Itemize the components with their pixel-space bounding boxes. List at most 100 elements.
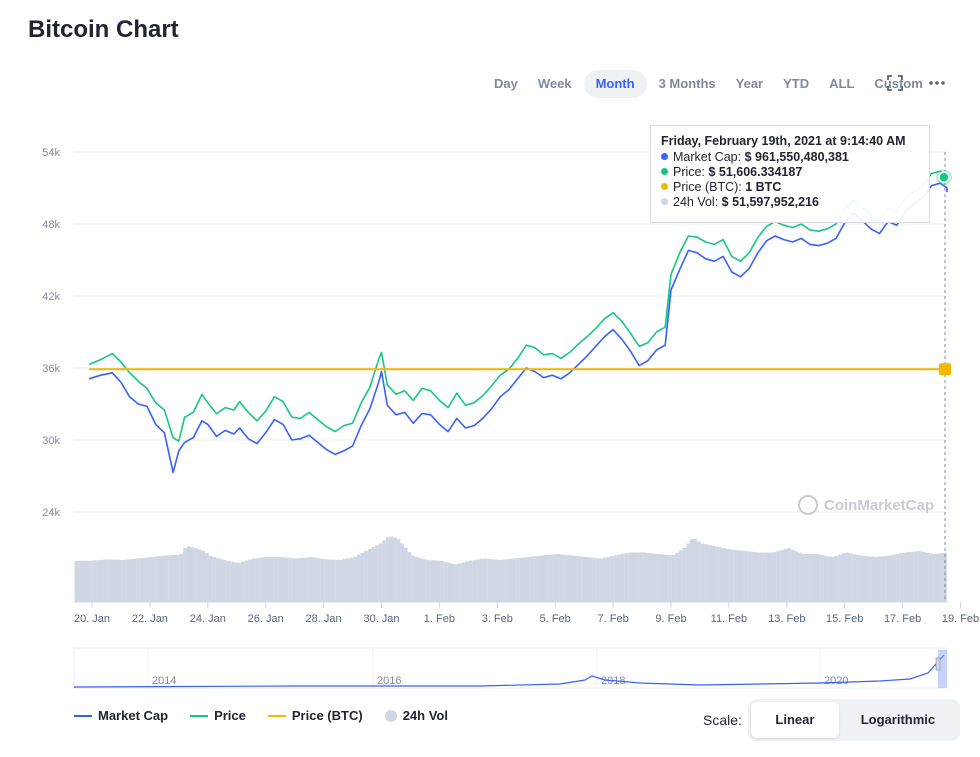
- range-week-button[interactable]: Week: [537, 76, 572, 91]
- volume-bar: [791, 549, 795, 602]
- volume-bar: [740, 550, 745, 602]
- volume-bar: [288, 557, 292, 602]
- range-3-months-button[interactable]: 3 Months: [658, 76, 716, 91]
- series-market-cap-line: [88, 182, 948, 474]
- volume-bar: [255, 558, 260, 602]
- volume-bar: [110, 559, 115, 602]
- volume-bar: [888, 555, 893, 602]
- volume-bar: [537, 555, 542, 602]
- legend-volume[interactable]: 24h Vol: [384, 708, 448, 723]
- range-year-button[interactable]: Year: [735, 76, 764, 91]
- volume-bar: [219, 559, 224, 602]
- volume-bar: [505, 559, 509, 602]
- coinmarketcap-watermark: CoinMarketCap: [798, 495, 934, 515]
- tooltip-value: $ 961,550,480,381: [744, 150, 849, 164]
- volume-bar: [747, 551, 752, 602]
- volume-bar: [682, 548, 687, 602]
- volume-bar: [284, 557, 289, 602]
- x-tick-label: 11. Feb: [711, 613, 748, 625]
- volume-bar: [226, 560, 231, 602]
- volume-bar: [251, 558, 256, 602]
- volume-bar: [773, 552, 777, 602]
- fullscreen-icon[interactable]: [884, 74, 906, 96]
- volume-bar: [222, 560, 227, 602]
- volume-bar: [259, 557, 263, 602]
- volume-bar: [859, 555, 864, 602]
- range-month-button[interactable]: Month: [583, 70, 647, 98]
- chart-legend: Market Cap Price Price (BTC) 24h Vol: [74, 708, 470, 723]
- volume-bar: [371, 547, 376, 602]
- volume-bar: [450, 563, 455, 602]
- volume-bar: [512, 558, 517, 602]
- volume-bars: [74, 536, 947, 602]
- tooltip-label: Price:: [673, 165, 705, 179]
- volume-bar: [657, 554, 661, 602]
- volume-bar: [838, 554, 842, 602]
- volume-bar: [508, 558, 513, 602]
- legend-price[interactable]: Price: [190, 708, 246, 723]
- range-day-button[interactable]: Day: [494, 76, 518, 91]
- volume-bar: [552, 554, 557, 602]
- volume-bar: [367, 549, 372, 602]
- price-dot-icon: [661, 168, 668, 175]
- volume-bar: [186, 546, 191, 602]
- range-custom-button[interactable]: Custom: [874, 76, 923, 91]
- legend-label: Price: [214, 708, 246, 723]
- watermark-text: CoinMarketCap: [824, 496, 935, 514]
- legend-price-btc[interactable]: Price (BTC): [267, 708, 363, 723]
- volume-bar: [295, 558, 300, 602]
- volume-bar: [935, 553, 940, 602]
- tooltip-row-price-btc: Price (BTC): 1 BTC: [661, 180, 919, 195]
- volume-bar: [751, 551, 756, 602]
- volume-bar: [642, 552, 647, 602]
- volume-bar: [686, 543, 690, 602]
- volume-bar: [114, 559, 119, 602]
- volume-bar: [197, 549, 202, 602]
- volume-bar: [548, 554, 553, 602]
- volume-bar: [498, 559, 502, 602]
- volume-bar: [595, 558, 600, 602]
- scale-selector: Scale: Linear Logarithmic: [703, 699, 960, 741]
- scale-logarithmic-button[interactable]: Logarithmic: [860, 712, 936, 727]
- range-navigator: 2014 2016 2018 2020: [73, 647, 948, 689]
- volume-bar: [592, 557, 596, 602]
- volume-bar: [754, 552, 759, 602]
- volume-bar: [327, 559, 332, 602]
- volume-bar: [646, 552, 651, 602]
- volume-bar: [516, 558, 520, 602]
- volume-bar: [704, 544, 708, 602]
- volume-bar: [925, 552, 929, 602]
- volume-bar: [132, 558, 137, 602]
- volume-bar: [411, 555, 415, 602]
- volume-bar: [118, 559, 122, 602]
- range-ytd-button[interactable]: YTD: [783, 76, 810, 91]
- volume-bar: [429, 560, 433, 602]
- volume-bar: [396, 539, 401, 602]
- more-options-icon[interactable]: [926, 74, 948, 96]
- volume-bar: [566, 555, 571, 602]
- y-tick-label: 42k: [42, 291, 60, 303]
- range-all-button[interactable]: ALL: [829, 76, 855, 91]
- legend-market-cap[interactable]: Market Cap: [74, 708, 168, 723]
- volume-bar: [830, 556, 835, 602]
- y-tick-label: 48k: [42, 219, 60, 231]
- volume-bar: [523, 557, 528, 602]
- price-btc-marker: [939, 363, 951, 376]
- volume-bar: [302, 557, 307, 602]
- volume-bar: [103, 559, 108, 602]
- volume-bar: [711, 545, 716, 602]
- volume-bar: [89, 560, 93, 602]
- scale-linear-button[interactable]: Linear: [750, 702, 839, 738]
- volume-bar: [707, 545, 712, 602]
- volume-bar: [161, 555, 166, 602]
- chart-series: [88, 170, 948, 474]
- volume-bar: [150, 556, 155, 602]
- volume-bar: [443, 561, 448, 602]
- volume-bar: [877, 556, 882, 602]
- volume-bar: [479, 558, 484, 602]
- volume-bar: [820, 554, 824, 602]
- volume-bar: [574, 555, 578, 602]
- volume-bar: [903, 552, 908, 602]
- volume-bar: [563, 554, 567, 602]
